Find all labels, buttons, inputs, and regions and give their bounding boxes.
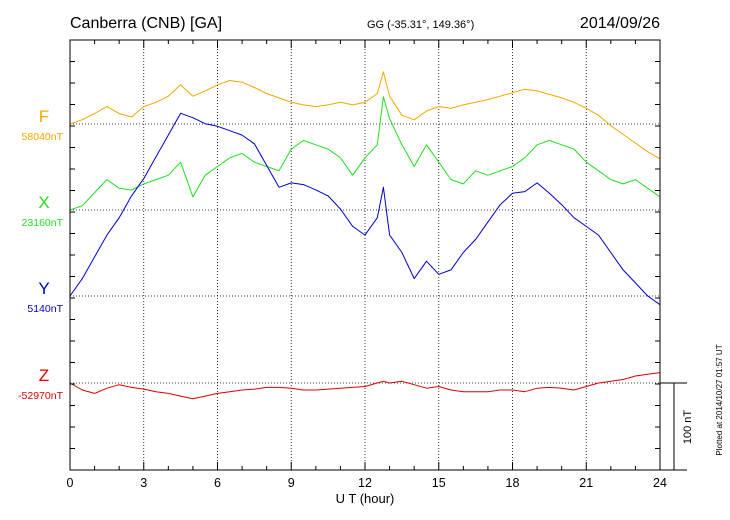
series-line-z: [69, 372, 661, 400]
x-tick-label: 0: [67, 476, 74, 490]
x-tick-label: 21: [579, 476, 593, 490]
series-lines: [69, 71, 661, 400]
series-name-x: X: [38, 193, 49, 212]
x-tick-label: 15: [432, 476, 446, 490]
x-tick-label: 12: [358, 476, 372, 490]
x-tick-labels: 0 3 6 9 12 15 18 21 24: [67, 476, 667, 490]
series-name-y: Y: [38, 279, 49, 298]
x-tick-label: 18: [506, 476, 520, 490]
series-name-z: Z: [39, 366, 49, 385]
plot-frame: [69, 39, 661, 471]
observation-date: 2014/09/26: [580, 15, 660, 32]
scale-bar: 100 nT: [660, 382, 694, 471]
axis-ticks: [69, 40, 661, 470]
x-tick-label: 3: [140, 476, 147, 490]
grid-lines: [143, 40, 587, 470]
x-tick-label: 24: [653, 476, 667, 490]
series-labels: F 58040nT X 23160nT Y 5140nT Z -52970nT: [18, 107, 64, 402]
scale-bar-label: 100 nT: [682, 410, 694, 445]
series-name-f: F: [39, 107, 49, 126]
series-baselines: [70, 123, 660, 384]
series-line-y: [69, 112, 661, 306]
series-baseline-y: 5140nT: [27, 303, 63, 315]
series-line-f: [69, 71, 661, 160]
series-baseline-z: -52970nT: [18, 390, 64, 402]
x-tick-label: 6: [214, 476, 221, 490]
series-line-x: [69, 96, 661, 211]
geographic-coordinates: GG (-35.31°, 149.36°): [367, 19, 474, 31]
x-tick-label: 9: [288, 476, 295, 490]
plotted-timestamp: Plotted at 2014/10/27 01:57 UT: [715, 344, 724, 455]
x-axis-label: U T (hour): [336, 491, 395, 506]
station-title: Canberra (CNB) [GA]: [70, 15, 222, 32]
series-baseline-f: 58040nT: [22, 131, 64, 143]
series-baseline-x: 23160nT: [22, 217, 64, 229]
